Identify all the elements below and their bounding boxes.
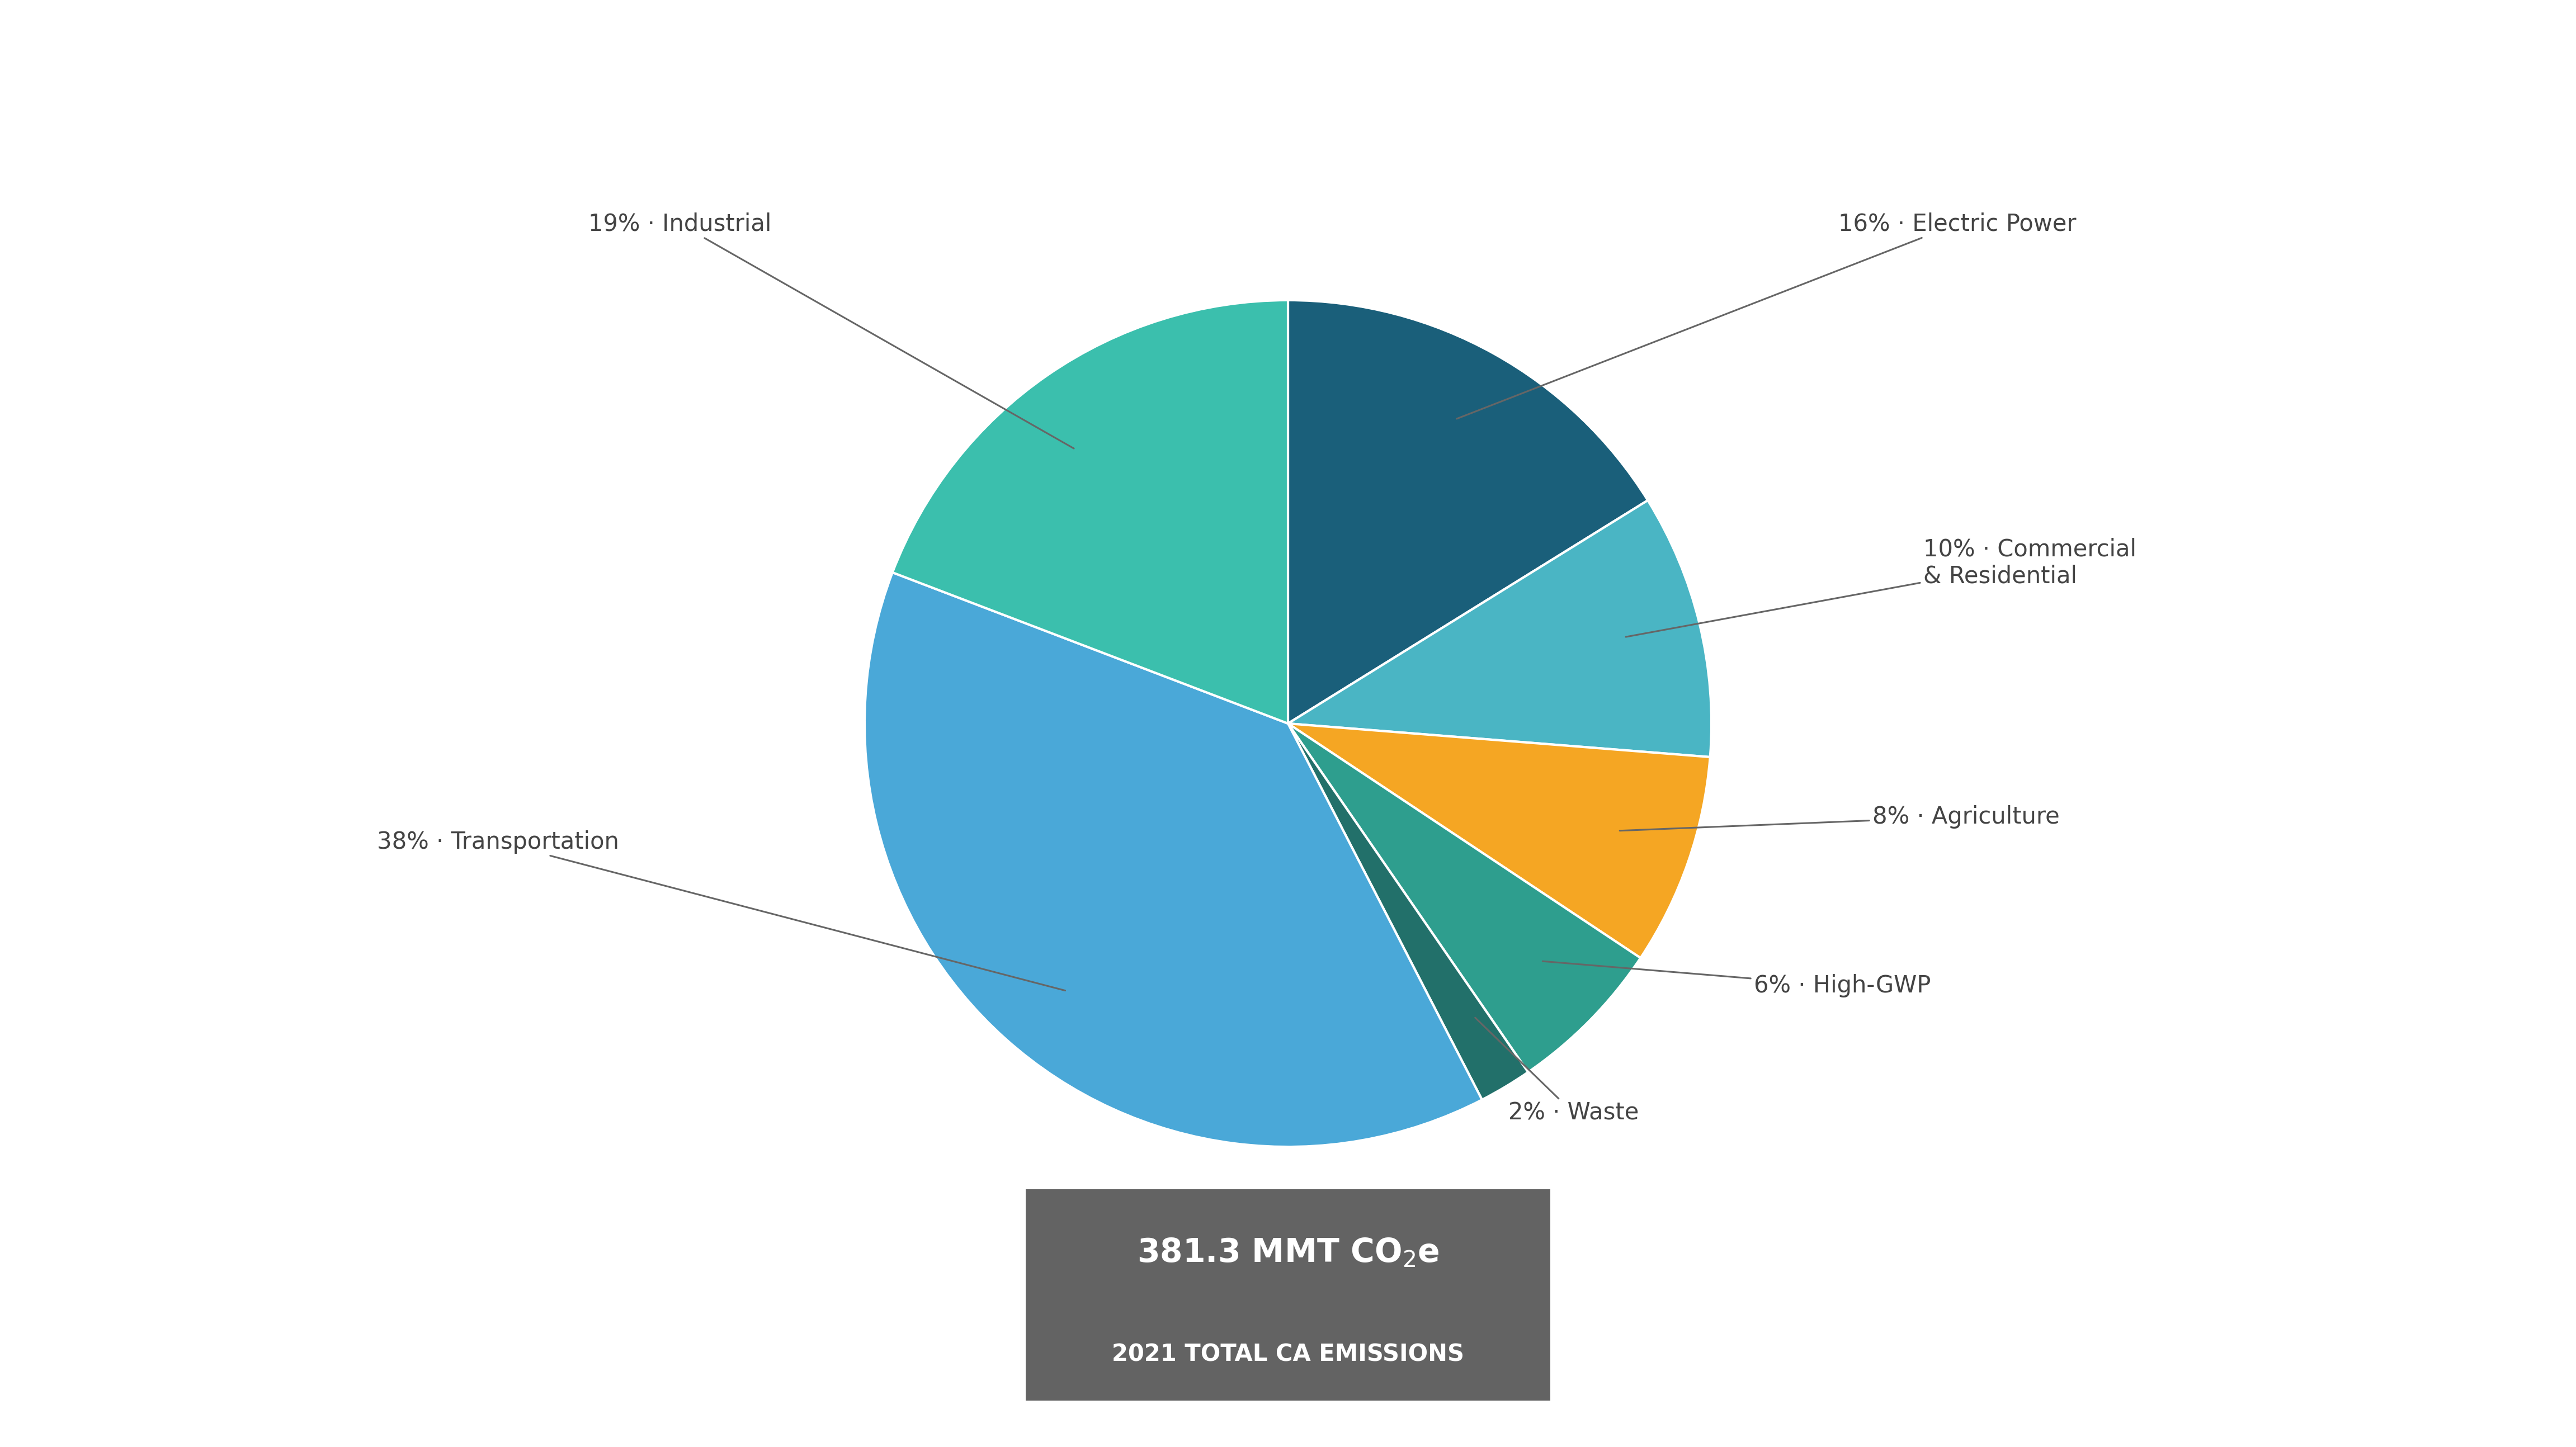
Wedge shape	[1288, 724, 1528, 1100]
Text: 6% · High-GWP: 6% · High-GWP	[1543, 961, 1929, 997]
Text: 381.3 MMT CO$_2$e: 381.3 MMT CO$_2$e	[1136, 1237, 1440, 1269]
Text: 2021 TOTAL CA EMISSIONS: 2021 TOTAL CA EMISSIONS	[1113, 1343, 1463, 1366]
Text: 16% · Electric Power: 16% · Electric Power	[1455, 213, 2076, 418]
Wedge shape	[1288, 724, 1710, 958]
Wedge shape	[866, 573, 1481, 1147]
Wedge shape	[1288, 300, 1649, 724]
Wedge shape	[891, 300, 1288, 724]
Text: 8% · Agriculture: 8% · Agriculture	[1620, 805, 2061, 831]
FancyBboxPatch shape	[1025, 1189, 1551, 1401]
Text: 2% · Waste: 2% · Waste	[1476, 1017, 1638, 1124]
Text: 19% · Industrial: 19% · Industrial	[587, 213, 1074, 449]
Wedge shape	[1288, 501, 1710, 757]
Text: 38% · Transportation: 38% · Transportation	[376, 831, 1066, 991]
Wedge shape	[1288, 724, 1641, 1072]
Text: 10% · Commercial
& Residential: 10% · Commercial & Residential	[1625, 537, 2136, 637]
